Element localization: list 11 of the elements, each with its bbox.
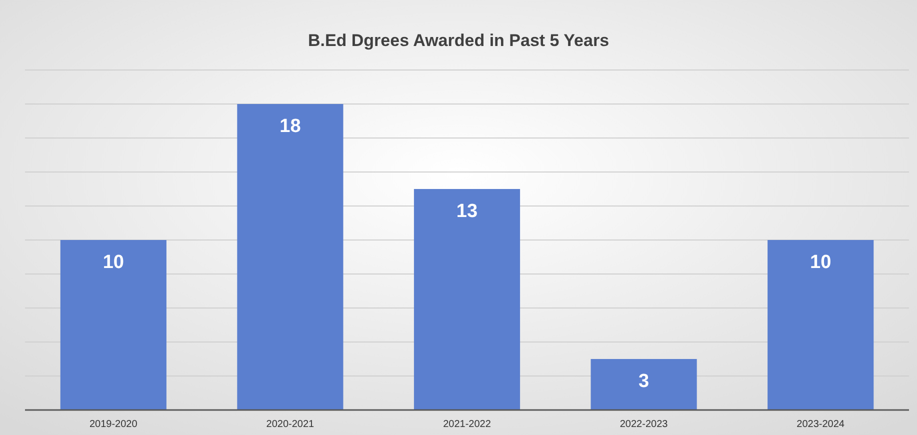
x-tick-label: 2020-2021 (266, 419, 315, 430)
data-label: 18 (280, 116, 301, 137)
data-label: 10 (102, 252, 124, 273)
data-label: 3 (638, 371, 650, 392)
x-tick-label: 2022-2023 (620, 419, 668, 430)
x-tick-label: 2021-2022 (443, 419, 492, 430)
chart-title: B.Ed Dgrees Awarded in Past 5 Years (308, 31, 610, 50)
data-label: 13 (456, 201, 478, 222)
data-label: 10 (810, 252, 832, 273)
x-tick-label: 2019-2020 (89, 419, 138, 430)
x-tick-label: 2023-2024 (796, 419, 845, 430)
